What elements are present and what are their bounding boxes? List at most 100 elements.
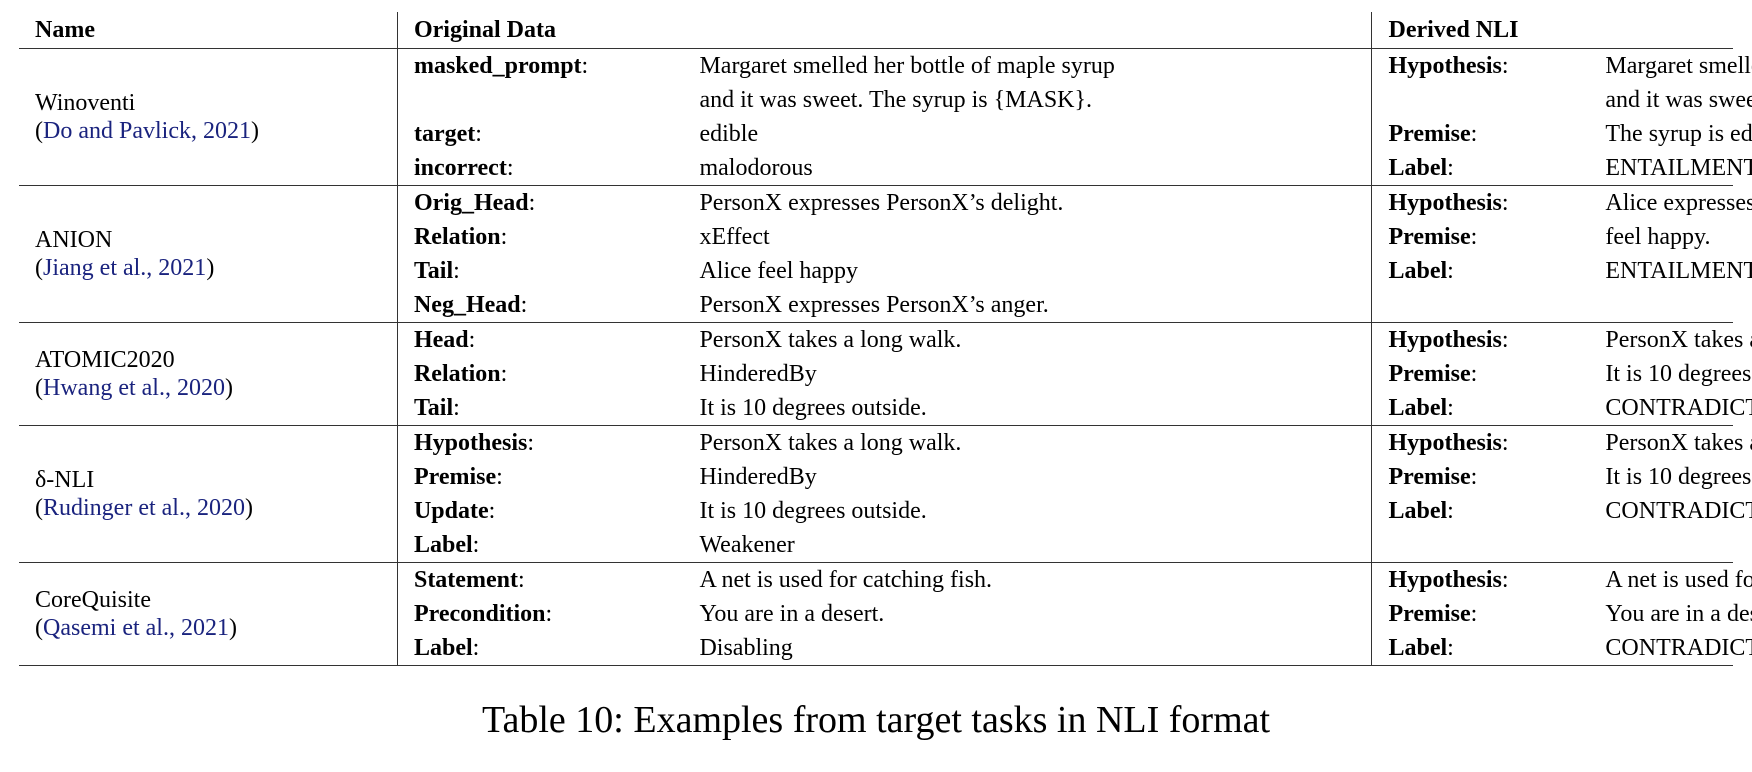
field-colon: : <box>1470 361 1478 387</box>
field-colon: : <box>520 292 528 318</box>
field-colon: : <box>453 258 460 284</box>
original-field-key: incorrect: <box>396 151 700 186</box>
citation-link[interactable]: Qasemi et al., 2021 <box>43 615 229 641</box>
citation-open-paren: ( <box>35 615 43 641</box>
field-value-line: and it was sweet. <box>1605 87 1752 113</box>
field-label: Label <box>413 635 473 661</box>
field-colon: : <box>1447 395 1454 421</box>
field-colon: : <box>517 567 525 593</box>
field-label: Premise <box>413 464 497 490</box>
field-value-line: You are in a desert. <box>699 601 885 627</box>
derived-field-key: Premise: <box>1371 597 1606 631</box>
field-value-line: Margaret smelled her bottle of maple syr… <box>1605 53 1752 79</box>
table-row: Label: Weakener <box>19 528 1733 563</box>
nli-examples-table: Name Original Data Derived NLI Winoventi… <box>19 12 1752 666</box>
header-name: Name <box>35 17 95 43</box>
field-value-line: Weakener <box>699 532 795 558</box>
derived-field-value: Alice expresses Alice’s delight/anger. <box>1605 186 1752 221</box>
field-value-line: malodorous <box>699 155 813 181</box>
field-label: Hypothesis <box>413 430 528 456</box>
field-colon: : <box>468 327 476 353</box>
field-value-line: Margaret smelled her bottle of maple syr… <box>699 53 1115 79</box>
citation-link[interactable]: Hwang et al., 2020 <box>43 375 225 401</box>
field-value-line: PersonX takes a long walk. <box>699 430 962 456</box>
derived-field-value: PersonX takes a long walk. <box>1605 323 1752 358</box>
field-value-line: A net is used for catching fish. <box>1605 567 1752 593</box>
field-colon: : <box>1447 498 1454 524</box>
table-row: CoreQuisite (Qasemi et al., 2021) Statemen… <box>19 562 1752 641</box>
table-row: Neg_Head: PersonX expresses PersonX’s ang… <box>19 288 1733 323</box>
field-label: Label <box>1388 498 1448 524</box>
original-field-key: Relation: <box>396 220 700 254</box>
field-label: Premise <box>1388 121 1471 147</box>
derived-field-key: Premise: <box>1371 460 1606 494</box>
citation-link[interactable]: Jiang et al., 2021 <box>43 255 207 281</box>
derived-field-key: Hypothesis: <box>1371 425 1606 460</box>
dataset-name: Winoventi <box>35 90 136 116</box>
dataset-name: δ-NLI <box>35 467 95 493</box>
citation-open-paren: ( <box>35 495 43 521</box>
field-value-line: ENTAILMENT/CONTRADICTION <box>1605 258 1752 284</box>
field-colon: : <box>545 601 553 627</box>
derived-field-value: CONTRADICTION <box>1605 391 1752 426</box>
derived-field-value: feel happy. <box>1605 220 1733 254</box>
field-label: target <box>413 121 476 147</box>
original-field-key: Update: <box>396 494 700 528</box>
original-field-key: Statement: <box>396 562 700 597</box>
citation-open-paren: ( <box>35 255 43 281</box>
original-field-value: It is 10 degrees outside. <box>699 391 1372 426</box>
field-value-line: CONTRADICTION <box>1605 635 1752 661</box>
field-value-line: ENTAILMENT/CONTRADICTION <box>1605 155 1752 181</box>
table-row: ANION (Jiang et al., 2021) Orig_Head: Perso… <box>19 185 1752 281</box>
derived-field-key: Label: <box>1371 494 1606 528</box>
field-colon: : <box>1470 224 1478 250</box>
citation-link[interactable]: Do and Pavlick, 2021 <box>43 118 251 144</box>
original-field-key: masked_prompt: <box>396 48 700 117</box>
citation-link[interactable]: Rudinger et al., 2020 <box>43 495 245 521</box>
field-label: Label <box>1388 258 1448 284</box>
original-field-key: target: <box>396 117 700 151</box>
citation-close-paren: ) <box>224 375 233 401</box>
derived-field-key: Premise: <box>1371 357 1606 391</box>
field-label: Relation <box>413 361 501 387</box>
field-label: Hypothesis <box>1388 567 1502 593</box>
table-row: Tail: It is 10 degrees outside. Label: CONT… <box>19 391 1752 426</box>
field-value-line: It is 10 degrees outside. <box>699 498 927 524</box>
derived-field-key: Hypothesis: <box>1371 48 1606 117</box>
field-value-line: PersonX takes a long walk. <box>1605 430 1752 456</box>
field-label: Tail <box>413 395 454 421</box>
field-label: Premise <box>1388 601 1471 627</box>
field-label: Statement <box>413 567 518 593</box>
dataset-name-cell: δ-NLI (Rudinger et al., 2020) <box>19 426 397 563</box>
header-row: Name Original Data Derived NLI <box>19 12 1733 49</box>
derived-field-value: PersonX takes a long walk. <box>1605 426 1752 461</box>
field-label: Head <box>413 327 469 353</box>
derived-field-value: The syrup is edible/malodorous <box>1605 117 1752 151</box>
field-value-line: CONTRADICTION <box>1605 395 1752 421</box>
field-colon: : <box>581 53 589 79</box>
table-caption: Table 10: Examples from target tasks in … <box>481 699 1271 741</box>
field-colon: : <box>1470 601 1478 627</box>
derived-field-value: It is 10 degrees outside.. <box>1605 357 1752 391</box>
field-colon: : <box>1501 327 1509 353</box>
field-colon: : <box>1447 635 1454 661</box>
original-field-key: Tail: <box>396 254 700 288</box>
field-label: Label <box>1388 395 1448 421</box>
field-value-line: It is 10 degrees outside.. <box>1605 464 1752 490</box>
derived-field-key: Hypothesis: <box>1371 322 1606 357</box>
field-label: Relation <box>413 224 501 250</box>
field-colon: : <box>527 430 534 456</box>
derived-field-value: You are in a desert. <box>1605 597 1752 631</box>
dataset-name-cell: ANION (Jiang et al., 2021) <box>19 186 397 323</box>
table-row: ATOMIC2020 (Hwang et al., 2020) Head: Perso… <box>19 322 1752 401</box>
derived-field-value <box>1605 528 1733 563</box>
field-colon: : <box>506 155 514 181</box>
field-value-line: PersonX takes a long walk. <box>1605 327 1752 353</box>
field-value-line: HinderedBy <box>699 361 817 387</box>
derived-field-key <box>1371 528 1606 563</box>
field-label: Update <box>413 498 489 524</box>
field-value-line: Alice expresses Alice’s delight/anger. <box>1605 190 1752 216</box>
field-colon: : <box>1470 464 1478 490</box>
field-colon: : <box>1447 155 1454 181</box>
